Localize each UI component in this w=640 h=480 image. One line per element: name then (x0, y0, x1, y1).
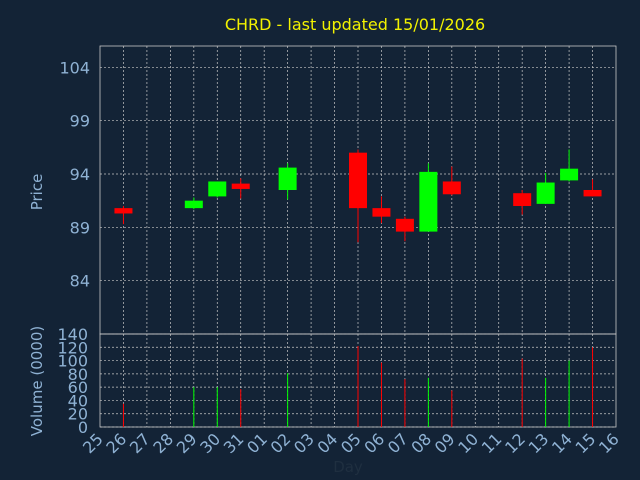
volume-bars (122, 345, 594, 427)
volume-y-tick: 140 (57, 325, 88, 344)
x-tick-labels: 2526272829303101020304050607080910111213… (79, 429, 623, 457)
candle-body (114, 208, 133, 214)
candle-body (231, 183, 250, 189)
price-y-tick: 104 (59, 58, 90, 77)
x-tick: 16 (595, 429, 623, 457)
volume-y-tick: 120 (57, 338, 88, 357)
price-y-tick: 94 (70, 165, 90, 184)
candle-body (372, 208, 391, 217)
volume-y-tick: 100 (57, 352, 88, 371)
candle-body (536, 182, 555, 204)
candle-body (442, 181, 461, 195)
candle-body (419, 171, 438, 232)
price-y-tick: 99 (70, 112, 90, 131)
price-y-tick: 84 (70, 272, 90, 291)
candle-body (560, 168, 579, 181)
chart-title: CHRD - last updated 15/01/2026 (225, 15, 485, 34)
price-y-tick-labels: 84 89 94 99 104 (59, 58, 90, 290)
x-axis-label: Day (333, 458, 363, 476)
volume-y-tick: 20 (68, 405, 88, 424)
candle-body (513, 193, 532, 206)
volume-y-tick: 80 (68, 365, 88, 384)
candles (114, 149, 602, 243)
candle-body (583, 190, 602, 197)
candle-body (349, 152, 367, 209)
price-y-tick: 89 (70, 218, 90, 237)
candle-body (395, 218, 414, 232)
candle-body (278, 167, 297, 190)
volume-y-tick: 40 (68, 391, 88, 410)
volume-y-tick: 0 (78, 418, 88, 437)
candle-body (184, 200, 203, 209)
price-axis-label: Price (28, 174, 46, 211)
volume-axis-label: Volume (0000) (28, 326, 46, 436)
candle-body (208, 181, 227, 197)
volume-y-tick: 60 (68, 378, 88, 397)
